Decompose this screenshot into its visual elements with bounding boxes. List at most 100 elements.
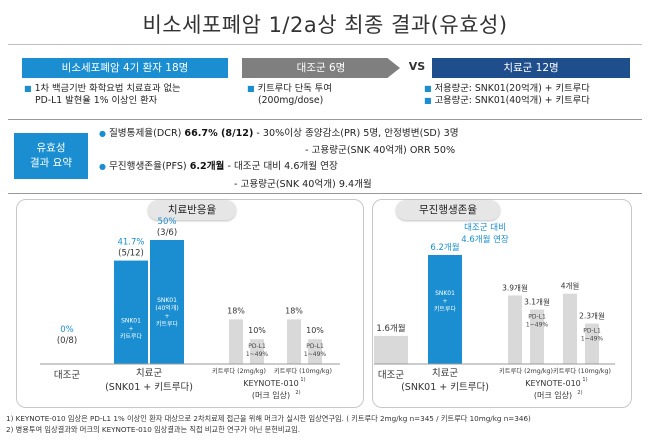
pfs-bar [508, 295, 522, 364]
pfs-value: 6.2개월 [189, 161, 225, 172]
response-xlabel-keynote-sup: 1) [300, 377, 305, 383]
response-count-label: (0/8) [57, 336, 77, 346]
response-bar [287, 319, 301, 364]
pfs-panel [372, 199, 632, 408]
bar-inner-label: PD-L1 [248, 343, 266, 350]
patient-bullet-text-2: PD-L1 발현율 1% 이상인 환자 [35, 95, 158, 106]
vs-label: VS [408, 60, 426, 73]
pfs-xlabel-keynote: KEYNOTE-010 [525, 379, 581, 388]
bar-inner-label: 1~49% [246, 351, 268, 358]
bullet-icon: ■ [247, 84, 255, 93]
treatment-bullet-low: 저용량군: SNK01(20억개) + 키트루다 [434, 83, 590, 94]
response-bar [229, 319, 243, 364]
patient-bullets: ■ 1차 백금기반 화학요법 치료효과 없는 PD-L1 발현율 1% 이상인 환… [24, 83, 229, 107]
bar-inner-label: PD-L1 [306, 343, 324, 350]
response-rate-panel [16, 199, 364, 408]
bar-inner-label: + [164, 313, 169, 320]
footnote-1: 1) KEYNOTE-010 임상은 PD-L1 1% 이상인 환자 대상으로 … [6, 414, 531, 423]
pfs-bar [563, 293, 577, 364]
bar-inner-label: + [442, 298, 447, 305]
pfs-value-label: 1.6개월 [376, 323, 405, 334]
pfs-annotation-line1: 대조군 대비 [464, 223, 506, 233]
pfs-annotation-line2: 4.6개월 연장 [461, 234, 509, 245]
response-xlabel-k-low: 키트루다 (2mg/kg) [212, 366, 266, 375]
response-value-label: 41.7% [117, 238, 144, 248]
pfs-xlabel-treat: 치료군 [432, 367, 458, 379]
response-xlabel-keynote-sub: (머크 임상) [252, 390, 290, 400]
bar-inner-label: PD-L1 [528, 314, 546, 321]
control-bullet-text: 키트루다 단독 투여 [257, 83, 332, 94]
pfs-value-label: 3.1개월 [524, 297, 550, 307]
bar-inner-label: 1~49% [526, 322, 548, 329]
pfs-value-label: 2.3개월 [579, 311, 605, 321]
pfs-bar [374, 335, 408, 364]
bar-inner-label: 1~49% [581, 336, 603, 343]
response-value-label: 10% [248, 326, 266, 335]
bullet-icon: ● [99, 129, 106, 138]
title-divider [8, 44, 642, 45]
dcr-detail: - 30%이상 종양감소(PR) 5명, 안정병변(SD) 3명 [256, 128, 459, 139]
response-xlabel-keynote: KEYNOTE-010 [243, 379, 299, 388]
control-bullet-text-2: (200mg/dose) [258, 95, 324, 106]
bar-inner-label: 키트루다 [434, 305, 457, 313]
pfs-xlabel-treat-sub: (SNK01 + 키트루다) [401, 382, 489, 393]
response-xlabel-control: 대조군 [54, 370, 80, 381]
summary-label-line1: 유효성 [36, 142, 66, 154]
response-rate-title: 치료반응율 [148, 200, 236, 220]
control-header: 대조군 6명 [242, 58, 400, 78]
footnote-2: 2) 병용투여 임상결과와 머크의 KEYNOTE-010 임상결과는 직접 비… [6, 425, 301, 434]
patient-bullet-text: 1차 백금기반 화학요법 치료효과 없는 [34, 83, 181, 94]
response-value-label: 10% [306, 326, 324, 335]
pfs-xlabel-k-low: 키트루다 (2mg/kg) [499, 366, 553, 375]
pfs-label: 무진행생존율(PFS) [108, 161, 187, 172]
summary-label-line2: 결과 요약 [30, 157, 72, 169]
bar-inner-label: (40억개) [155, 304, 178, 312]
pfs-xlabel-control: 대조군 [378, 370, 404, 381]
pfs-xlabel-keynote-sup: 1) [582, 377, 587, 383]
pfs-detail: - 대조군 대비 4.6개월 연장 [227, 161, 338, 172]
bullet-icon: ■ [24, 84, 32, 93]
pfs-xlabel-keynote-sub: (머크 임상) [534, 390, 572, 400]
dcr-value: 66.7% (8/12) [184, 128, 254, 139]
summary-orr: - 고용량군(SNK 40억개) ORR 50% [305, 145, 456, 156]
pfs-value-label: 3.9개월 [502, 282, 528, 292]
treatment-bullets: ■ 저용량군: SNK01(20억개) + 키트루다 ■ 고용량군: SNK01(4… [424, 83, 639, 107]
bar-inner-label: 1~49% [304, 351, 326, 358]
summary-dcr: ● 질병통제율(DCR) 66.7% (8/12) - 30%이상 종양감소(PR… [99, 125, 459, 139]
response-bar [250, 339, 264, 364]
pfs-bar [428, 255, 462, 364]
response-value-label: 0% [60, 325, 74, 335]
response-bar [150, 240, 184, 364]
bar-inner-label: SNK01 [435, 290, 455, 297]
pfs-value-label: 6.2개월 [430, 242, 459, 253]
response-xlabel-treat: 치료군 [136, 367, 162, 379]
summary-pfs-high: - 고용량군(SNK 40억개) 9.4개월 [234, 179, 372, 190]
pfs-bar [585, 323, 599, 364]
bar-inner-label: 키트루다 [120, 333, 143, 341]
summary-label-box: 유효성 결과 요약 [14, 133, 88, 179]
response-xlabel-treat-sub: (SNK01 + 키트루다) [105, 382, 193, 393]
response-bar [114, 260, 148, 364]
summary-top-rule [8, 119, 642, 120]
bullet-icon: ■ [424, 84, 432, 93]
pfs-bar [530, 309, 544, 364]
bar-inner-label: PD-L1 [583, 328, 601, 335]
response-bar [308, 339, 322, 364]
page-title: 비소세포폐암 1/2a상 최종 결과(유효성) [142, 13, 508, 37]
summary-pfs: ● 무진행생존율(PFS) 6.2개월 - 대조군 대비 4.6개월 연장 [99, 158, 338, 172]
response-xlabel-k-high: 키트루다 (10mg/kg) [274, 366, 332, 375]
bar-inner-label: SNK01 [121, 318, 141, 325]
pfs-xlabel-k-high: 키트루다 (10mg/kg) [553, 366, 611, 375]
treatment-bullet-high: 고용량군: SNK01(40억개) + 키트루다 [434, 95, 590, 106]
control-bullets: ■ 키트루다 단독 투여 (200mg/dose) [247, 83, 402, 107]
response-count-label: (5/12) [118, 249, 144, 259]
pfs-xlabel-keynote-sup2: 2) [577, 390, 582, 396]
response-count-label: (3/6) [157, 228, 177, 238]
response-value-label: 50% [158, 217, 177, 227]
response-xlabel-keynote-sup2: 2) [295, 390, 300, 396]
bullet-icon: ● [99, 162, 106, 171]
bar-inner-label: SNK01 [157, 297, 177, 304]
response-value-label: 18% [285, 306, 303, 315]
dcr-label: 질병통제율(DCR) [108, 128, 182, 139]
